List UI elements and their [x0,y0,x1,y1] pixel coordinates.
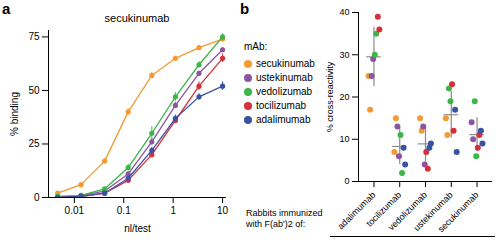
svg-text:adalimumab: adalimumab [335,189,378,232]
svg-text:nl/test: nl/test [124,223,151,234]
svg-text:20: 20 [339,92,349,102]
svg-text:0: 0 [34,192,40,203]
html-text:Rabbits immunized with F(ab')2: Rabbits immunized with F(ab')2 of: [246,208,323,229]
html-text:a: a [2,0,11,17]
svg-text:vedolizumab: vedolizumab [386,189,429,233]
svg-text:30: 30 [339,50,349,60]
html-text:secukinumab: secukinumab [104,12,170,24]
svg-text:ustekinumab: ustekinumab [411,189,455,233]
svg-text:secukinumab: secukinumab [436,190,481,235]
svg-text:40: 40 [339,7,349,17]
html-text:ustekinumab: ustekinumab [256,72,313,83]
svg-text:0.1: 0.1 [117,205,131,216]
svg-text:10: 10 [217,205,229,216]
html-text:secukinumab: secukinumab [256,58,315,69]
svg-text:75: 75 [28,31,40,42]
svg-text:0: 0 [344,176,349,186]
html-text:vedolizumab: vedolizumab [256,86,313,97]
html-text:adalimumab: adalimumab [256,114,311,125]
svg-text:% binding: % binding [9,92,20,136]
svg-text:25: 25 [28,138,40,149]
svg-text:50: 50 [28,85,40,96]
html-text:b: b [240,0,250,17]
svg-text:10: 10 [339,134,349,144]
svg-text:% cross-reactivity: % cross-reactivity [325,61,335,132]
html-text:mAb:: mAb: [244,41,268,52]
svg-text:tocilizumab: tocilizumab [364,189,404,229]
svg-text:0.01: 0.01 [65,205,85,216]
html-text:tocilizumab: tocilizumab [256,100,306,111]
svg-text:1: 1 [170,205,176,216]
